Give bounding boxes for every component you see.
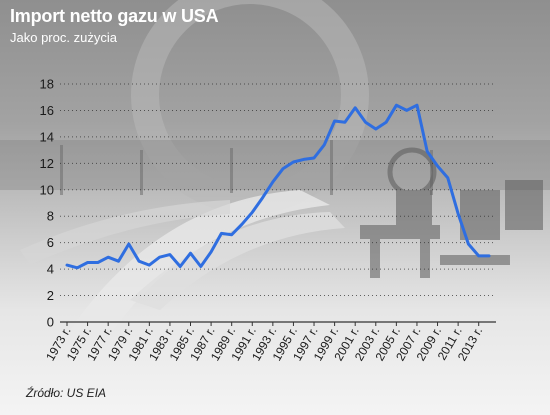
y-tick-label: 14 xyxy=(40,129,54,144)
y-tick-label: 12 xyxy=(40,156,54,171)
y-tick-label: 16 xyxy=(40,103,54,118)
y-tick-label: 6 xyxy=(47,235,54,250)
y-tick-label: 18 xyxy=(40,77,54,92)
y-tick-label: 8 xyxy=(47,209,54,224)
y-axis-ticks: 0 2 4 6 8 10 12 14 16 18 xyxy=(40,77,54,330)
source-note: Źródło: US EIA xyxy=(26,386,107,400)
series-line xyxy=(65,103,491,270)
y-tick-label: 4 xyxy=(47,262,54,277)
gridlines xyxy=(60,83,496,297)
x-axis-ticks: 1973 r.1975 r.1977 r.1979 r.1981 r.1983 … xyxy=(43,322,485,363)
chart-title: Import netto gazu w USA xyxy=(10,6,219,26)
y-tick-label: 10 xyxy=(40,182,54,197)
chart-subtitle: Jako proc. zużycia xyxy=(10,30,117,45)
y-tick-label: 2 xyxy=(47,288,54,303)
y-tick-label: 0 xyxy=(47,315,54,330)
